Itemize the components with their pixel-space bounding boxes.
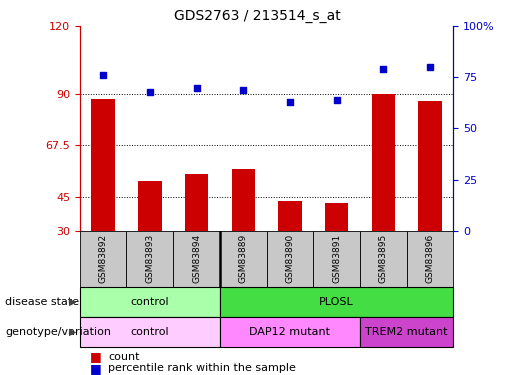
Bar: [371, 94, 395, 231]
Point: [332, 97, 340, 103]
Text: PLOSL: PLOSL: [319, 297, 354, 307]
Text: ■: ■: [90, 351, 101, 363]
Text: ■: ■: [90, 362, 101, 375]
Text: GSM83895: GSM83895: [379, 234, 388, 284]
Text: GDS2763 / 213514_s_at: GDS2763 / 213514_s_at: [174, 9, 341, 23]
Bar: [80, 231, 127, 287]
Text: GSM83893: GSM83893: [145, 234, 154, 284]
Bar: [80, 287, 220, 317]
Bar: [185, 174, 208, 231]
Bar: [278, 201, 301, 231]
Bar: [360, 231, 406, 287]
Bar: [92, 99, 115, 231]
Bar: [360, 317, 453, 347]
Point: [379, 66, 387, 72]
Bar: [127, 231, 173, 287]
Bar: [325, 203, 348, 231]
Bar: [220, 317, 360, 347]
Text: genotype/variation: genotype/variation: [5, 327, 111, 337]
Text: GSM83892: GSM83892: [99, 234, 108, 284]
Text: DAP12 mutant: DAP12 mutant: [249, 327, 330, 337]
Point: [239, 87, 247, 93]
Text: percentile rank within the sample: percentile rank within the sample: [108, 363, 296, 373]
Bar: [173, 231, 220, 287]
Bar: [406, 231, 453, 287]
Point: [99, 72, 107, 78]
Text: count: count: [108, 352, 140, 362]
Text: TREM2 mutant: TREM2 mutant: [365, 327, 448, 337]
Point: [146, 88, 154, 94]
Bar: [232, 170, 255, 231]
Bar: [80, 317, 220, 347]
Text: GSM83896: GSM83896: [425, 234, 434, 284]
Bar: [418, 101, 441, 231]
Text: ▶: ▶: [68, 297, 76, 307]
Point: [193, 85, 201, 91]
Text: GSM83891: GSM83891: [332, 234, 341, 284]
Text: GSM83894: GSM83894: [192, 234, 201, 284]
Bar: [220, 287, 453, 317]
Text: GSM83890: GSM83890: [285, 234, 295, 284]
Text: disease state: disease state: [5, 297, 79, 307]
Text: control: control: [130, 297, 169, 307]
Text: ▶: ▶: [68, 327, 76, 337]
Point: [286, 99, 294, 105]
Bar: [313, 231, 360, 287]
Bar: [267, 231, 313, 287]
Text: GSM83889: GSM83889: [238, 234, 248, 284]
Bar: [138, 181, 162, 231]
Point: [426, 64, 434, 70]
Text: control: control: [130, 327, 169, 337]
Bar: [220, 231, 267, 287]
